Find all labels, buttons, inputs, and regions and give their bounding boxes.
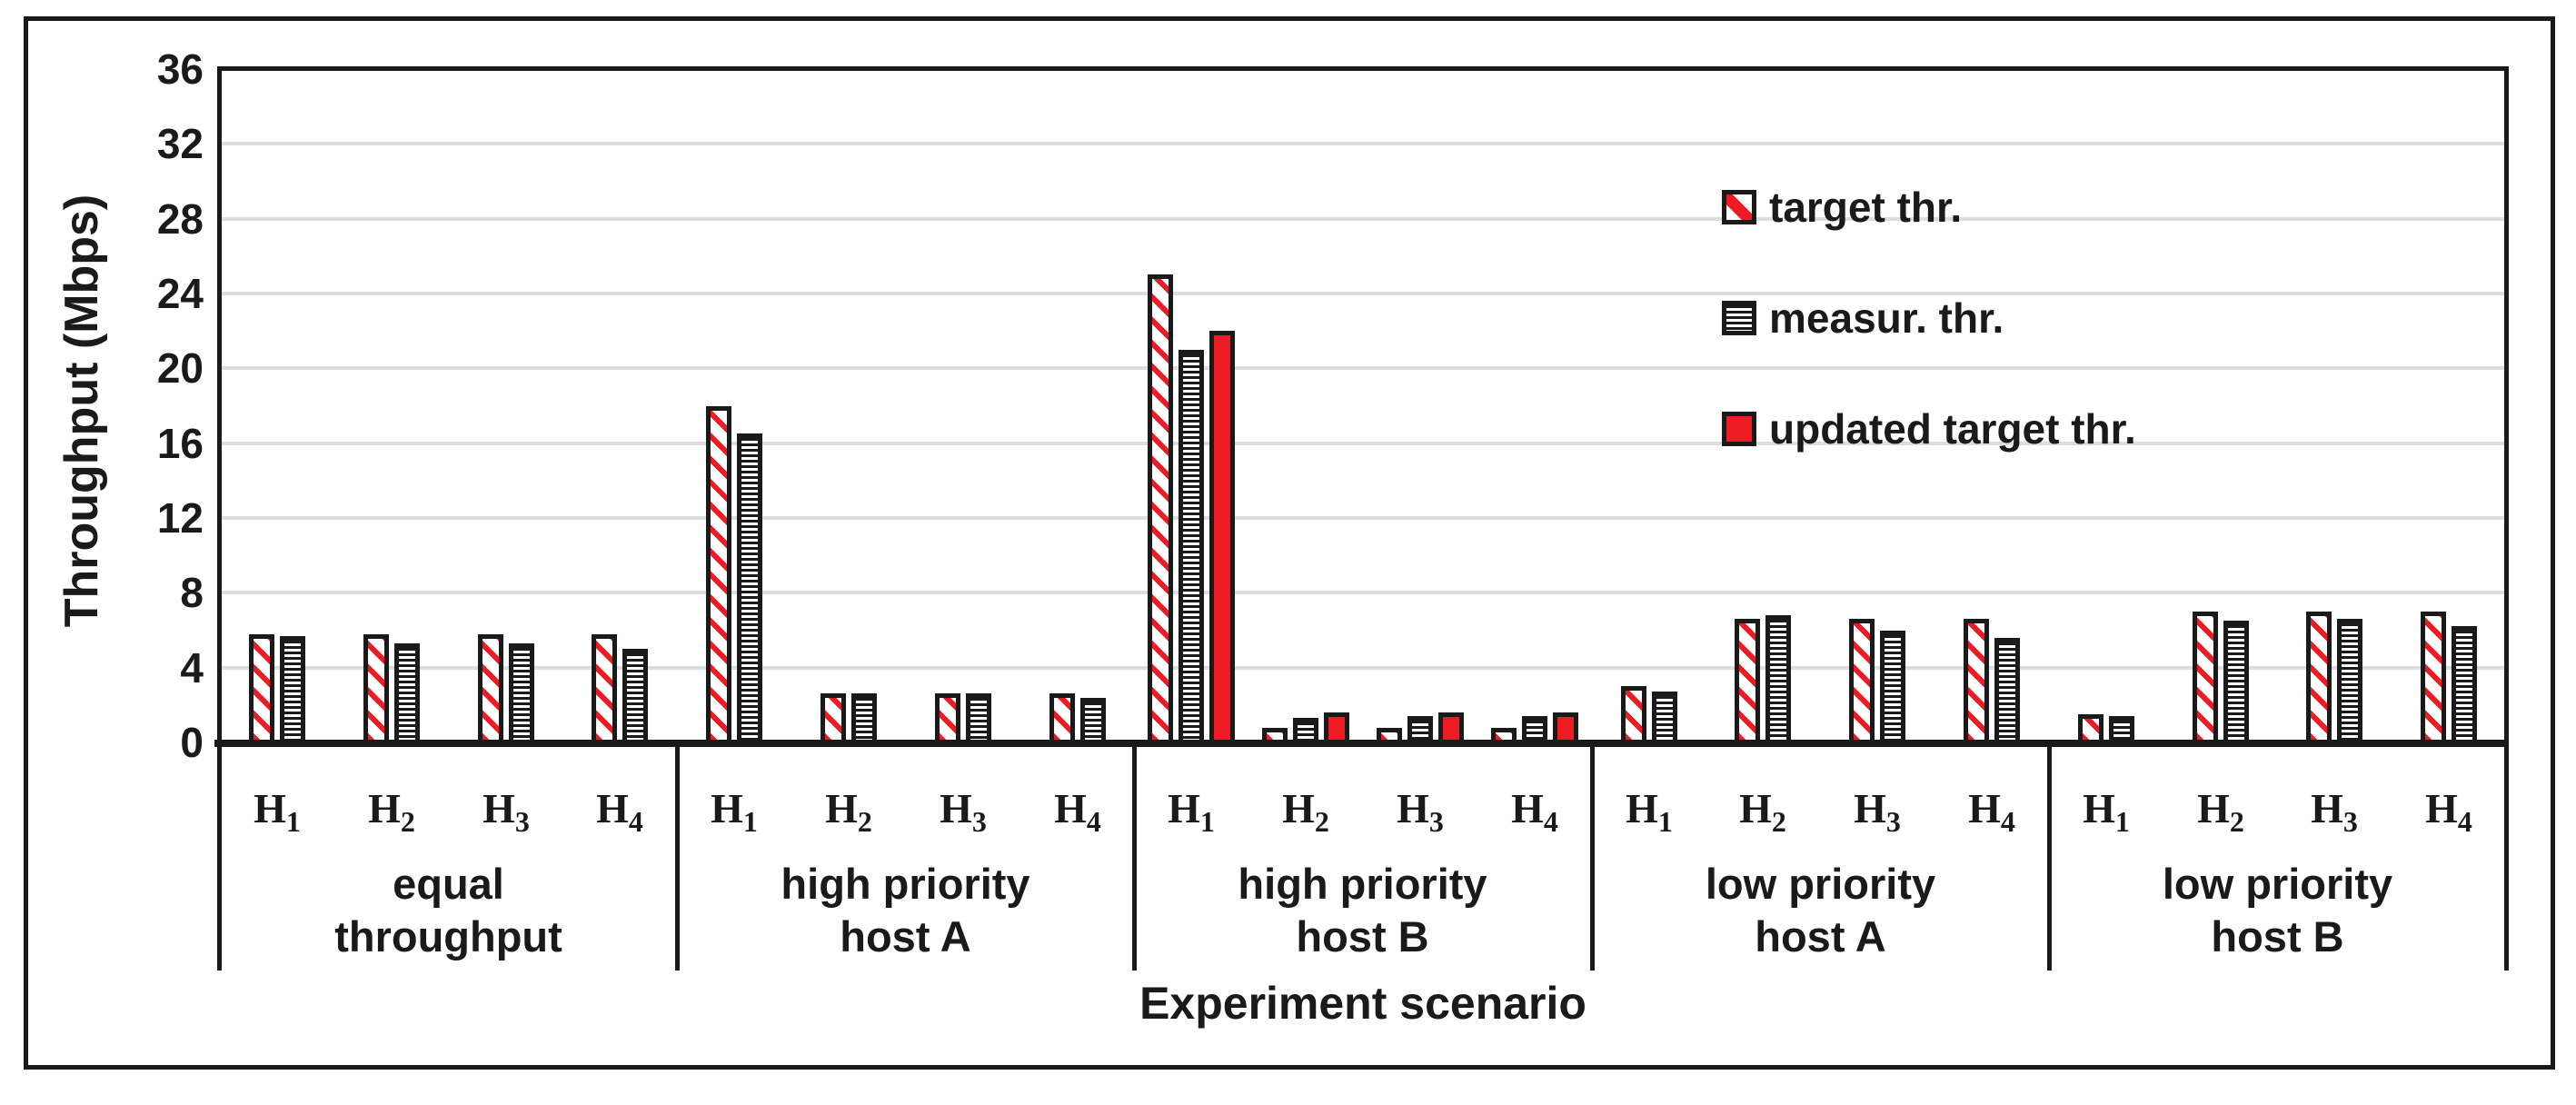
host-label-g3-h2: H2 [1282,785,1329,838]
host-label-g1-h1: H1 [254,785,301,838]
gridline [220,292,2506,295]
figure-border [24,16,2555,1070]
bar-target-g4-h2 [1735,619,1760,745]
bar-target-g1-h2 [363,634,389,745]
bar-target-g4-h4 [1964,619,1989,745]
y-tick-label: 20 [156,344,204,392]
bar-target-g4-h1 [1621,686,1646,745]
gridline [220,442,2506,445]
bar-target-g2-h3 [935,693,960,745]
x-axis-line [214,740,2509,747]
legend-item-updated: updated target thr. [1722,408,2267,450]
group-separator [2047,742,2052,971]
y-tick-label: 8 [180,569,204,616]
bar-measured-g4-h2 [1765,615,1791,745]
bar-target-g1-h4 [592,634,617,745]
host-label-g2-h2: H2 [825,785,872,838]
legend-item-measured: measur. thr. [1722,297,2267,339]
bar-measured-g1-h3 [509,643,534,745]
host-label-g3-h4: H4 [1511,785,1558,838]
host-label-g3-h3: H3 [1397,785,1444,838]
bar-measured-g2-h2 [851,693,877,745]
y-tick-label: 28 [156,195,204,243]
host-label-g4-h4: H4 [1968,785,2015,838]
bar-target-g1-h3 [478,634,503,745]
gridline [220,217,2506,221]
plot-border-left [217,66,222,971]
bar-measured-g1-h2 [394,643,420,745]
bar-measured-g4-h4 [1994,638,2020,745]
bar-measured-g1-h1 [280,636,305,745]
gridline [220,591,2506,594]
y-tick-label: 12 [156,494,204,542]
bar-measured-g5-h4 [2452,626,2477,745]
bar-target-g5-h4 [2421,612,2446,745]
y-tick-label: 32 [156,120,204,167]
host-label-g1-h3: H3 [482,785,530,838]
gridline [220,142,2506,145]
legend-swatch-measured-icon [1722,301,1756,335]
bar-target-g2-h4 [1049,693,1075,745]
bar-updated-g3-h1 [1209,331,1235,745]
bar-measured-g2-h4 [1080,698,1106,745]
bar-measured-g2-h1 [737,433,762,745]
bar-measured-g4-h1 [1652,692,1677,745]
legend-swatch-updated-icon [1722,412,1756,446]
gridline [220,666,2506,670]
legend-label-measured: measur. thr. [1769,294,2004,342]
legend-label-target: target thr. [1769,184,1963,231]
host-label-g2-h3: H3 [940,785,987,838]
gridline [220,516,2506,520]
bar-target-g4-h3 [1849,619,1875,745]
y-tick-label: 24 [156,270,204,317]
bar-target-g1-h1 [249,634,274,745]
legend-item-target: target thr. [1722,186,2267,228]
y-tick-label: 36 [156,45,204,93]
host-label-g2-h4: H4 [1054,785,1101,838]
host-label-g5-h3: H3 [2311,785,2358,838]
bar-measured-g2-h3 [966,693,991,745]
plot-border-top [217,66,2509,71]
bar-target-g5-h2 [2193,612,2218,745]
x-axis-title: Experiment scenario [1139,978,1586,1029]
host-label-g5-h4: H4 [2425,785,2472,838]
bar-target-g5-h3 [2306,612,2332,745]
host-label-g4-h3: H3 [1854,785,1901,838]
y-tick-label: 16 [156,420,204,467]
group-separator [1590,742,1595,971]
host-label-g4-h2: H2 [1739,785,1786,838]
host-label-g1-h4: H4 [596,785,643,838]
bar-target-g3-h1 [1148,274,1173,745]
host-label-g5-h2: H2 [2197,785,2244,838]
bar-measured-g5-h3 [2337,619,2362,745]
y-tick-label: 4 [180,644,204,692]
host-label-g4-h1: H1 [1626,785,1673,838]
bar-measured-g1-h4 [622,649,648,745]
group-label-1: equal throughput [334,860,562,961]
host-label-g5-h1: H1 [2083,785,2130,838]
legend-swatch-target-icon [1722,190,1756,224]
gridline [220,366,2506,370]
bar-target-g2-h1 [706,406,731,745]
host-label-g2-h1: H1 [711,785,758,838]
group-separator [675,742,680,971]
bar-measured-g4-h3 [1880,631,1905,745]
group-label-5: low priority host B [2162,860,2393,961]
y-axis-title: Throughput (Mbps) [55,194,108,628]
group-separator [1132,742,1137,971]
plot-border-right [2504,66,2509,971]
group-label-4: low priority host A [1705,860,1936,961]
host-label-g1-h2: H2 [368,785,415,838]
bar-measured-g3-h1 [1179,350,1204,745]
group-label-3: high priority host B [1238,860,1487,961]
group-label-2: high priority host A [781,860,1030,961]
legend-label-updated: updated target thr. [1769,405,2136,453]
bar-target-g2-h2 [821,693,846,745]
y-tick-label: 0 [180,719,204,766]
bar-measured-g5-h2 [2223,621,2249,745]
host-label-g3-h1: H1 [1168,785,1215,838]
